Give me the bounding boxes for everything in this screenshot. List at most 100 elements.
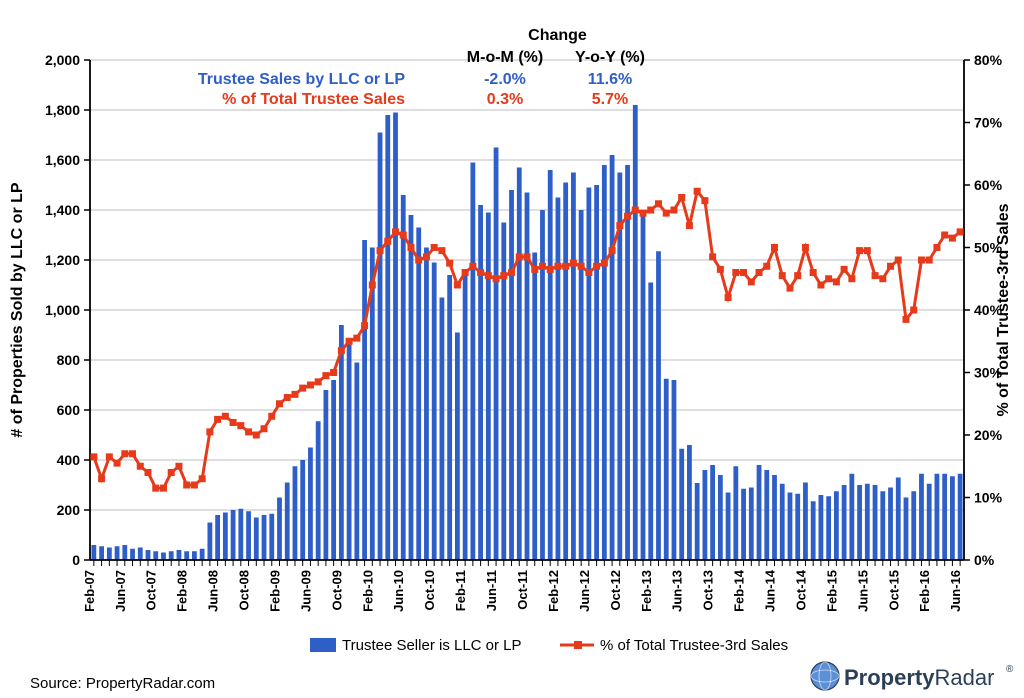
bar (563, 183, 568, 561)
bar (594, 185, 599, 560)
bar (579, 210, 584, 560)
x-tick-label: Feb-14 (732, 569, 747, 612)
x-tick-label: Oct-12 (608, 570, 623, 610)
x-tick-label: Feb-10 (360, 570, 375, 612)
chart-container: { "canvas": { "w": 1024, "h": 698 }, "pl… (0, 0, 1024, 698)
bar (238, 509, 243, 560)
pct-marker (817, 282, 824, 289)
pct-marker (168, 469, 175, 476)
pct-marker (616, 222, 623, 229)
pct-marker (253, 432, 260, 439)
bar (958, 474, 963, 560)
trademark-icon: ® (1006, 664, 1014, 675)
pct-marker (261, 425, 268, 432)
bar (950, 476, 955, 560)
pct-marker (686, 222, 693, 229)
pct-marker (554, 263, 561, 270)
pct-marker (431, 244, 438, 251)
x-tick-label: Feb-12 (546, 570, 561, 612)
pct-marker (369, 282, 376, 289)
pct-marker (578, 263, 585, 270)
y-tick-label: 200 (57, 502, 81, 518)
x-tick-label: Jun-16 (948, 570, 963, 612)
pct-marker (872, 272, 879, 279)
bar (826, 496, 831, 560)
x-tick-label: Oct-07 (144, 570, 159, 610)
bar (339, 325, 344, 560)
y-tick-label: 600 (57, 402, 81, 418)
y2-tick-label: 0% (974, 552, 995, 568)
x-tick-label: Oct-08 (237, 570, 252, 610)
bar (672, 380, 677, 560)
pct-marker (771, 244, 778, 251)
bar (300, 460, 305, 560)
bar (169, 551, 174, 560)
x-tick-label: Jun-07 (113, 570, 128, 612)
pct-marker (500, 272, 507, 279)
bar (231, 510, 236, 560)
pct-marker (237, 422, 244, 429)
bar (184, 551, 189, 560)
pct-marker (454, 282, 461, 289)
pct-marker (508, 269, 515, 276)
bar (702, 470, 707, 560)
bar (633, 105, 638, 560)
bar (695, 483, 700, 560)
pct-marker (438, 247, 445, 254)
pct-marker (825, 275, 832, 282)
bar (927, 484, 932, 560)
bar (107, 548, 112, 561)
pct-marker (786, 285, 793, 292)
pct-marker (206, 428, 213, 435)
pct-marker (756, 269, 763, 276)
y-tick-label: 1,200 (45, 252, 80, 268)
y-tick-label: 0 (72, 552, 80, 568)
bar (308, 448, 313, 561)
pct-marker (214, 416, 221, 423)
bar (896, 478, 901, 561)
pct-marker (701, 197, 708, 204)
pct-marker (361, 322, 368, 329)
bar (424, 248, 429, 561)
pct-marker (694, 188, 701, 195)
bar (834, 491, 839, 560)
bar (91, 545, 96, 560)
pct-marker (562, 263, 569, 270)
header-row1-mom: -2.0% (484, 71, 526, 88)
pct-marker (462, 269, 469, 276)
bar (200, 549, 205, 560)
pct-marker (469, 263, 476, 270)
pct-marker (98, 475, 105, 482)
bar (354, 363, 359, 561)
bar (641, 213, 646, 561)
pct-marker (957, 228, 964, 235)
bar (679, 449, 684, 560)
pct-marker (485, 272, 492, 279)
pct-marker (106, 453, 113, 460)
bar (277, 498, 282, 561)
x-tick-label: Jun-10 (391, 570, 406, 612)
header-row1-yoy: 11.6% (588, 71, 632, 88)
legend-bar-label: Trustee Seller is LLC or LP (342, 637, 522, 654)
bar (362, 240, 367, 560)
x-tick-label: Feb-13 (639, 570, 654, 612)
logo-text: PropertyRadar (844, 665, 994, 690)
bar (378, 133, 383, 561)
chart-svg: 02004006008001,0001,2001,4001,6001,8002,… (0, 0, 1024, 698)
y2-tick-label: 20% (974, 427, 1003, 443)
bar (115, 546, 120, 560)
x-tick-label: Feb-07 (82, 570, 97, 612)
bar (509, 190, 514, 560)
x-tick-label: Jun-14 (763, 569, 778, 612)
pct-marker (183, 482, 190, 489)
bar (478, 205, 483, 560)
bar (849, 474, 854, 560)
header-row2-label: % of Total Trustee Sales (222, 91, 405, 108)
pct-marker (601, 260, 608, 267)
pct-marker (647, 207, 654, 214)
bar (269, 514, 274, 560)
pct-marker (547, 266, 554, 273)
pct-marker (933, 244, 940, 251)
pct-marker (322, 372, 329, 379)
y-tick-label: 1,600 (45, 152, 80, 168)
